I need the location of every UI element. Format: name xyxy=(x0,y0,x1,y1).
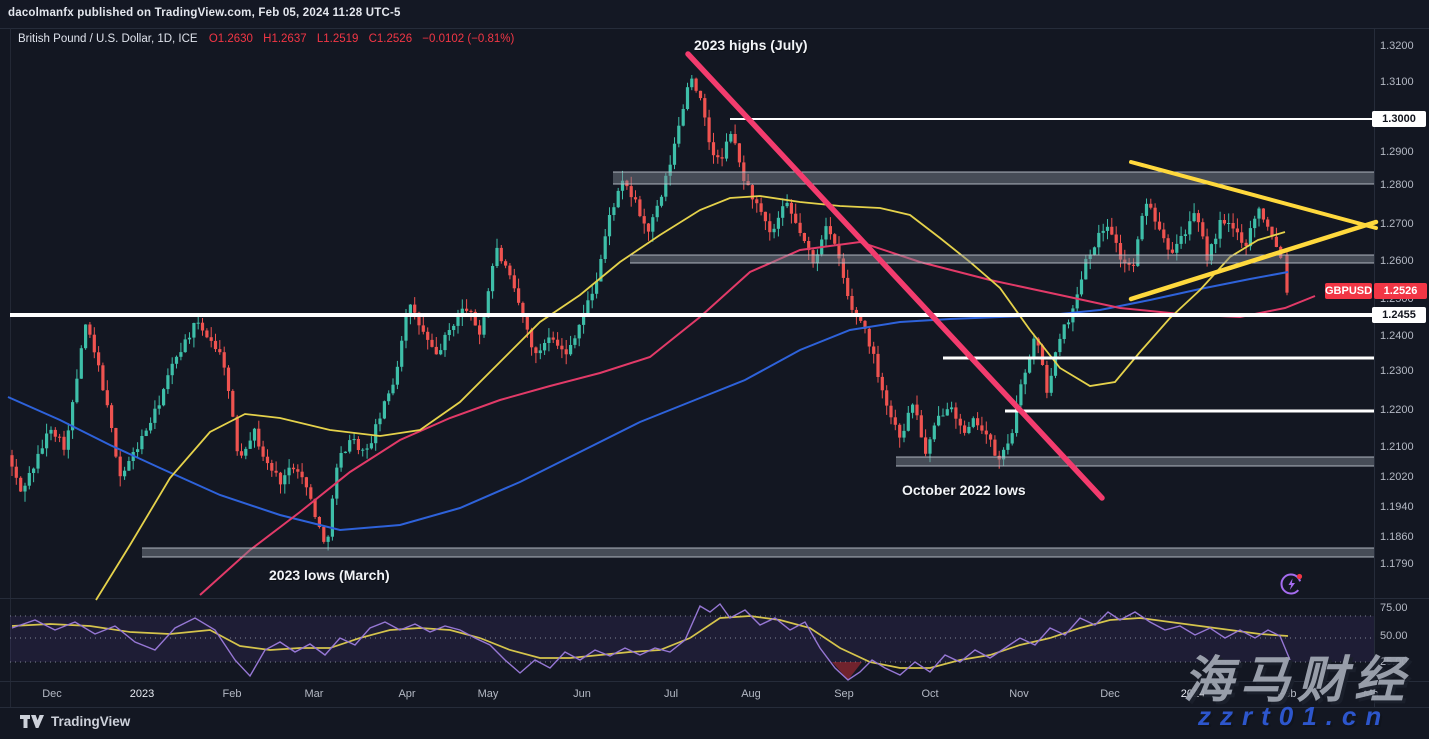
price-axis-label: 1.3200 xyxy=(1380,40,1414,52)
candlesticks[interactable] xyxy=(10,75,1289,551)
time-axis-label: Feb xyxy=(1277,688,1297,700)
chart-annotation: 2023 highs (July) xyxy=(694,37,808,53)
time-axis-label: Oct xyxy=(921,688,939,700)
time-axis-label: Apr xyxy=(398,688,416,700)
time-axis-label: Ma xyxy=(1363,688,1379,700)
chart-annotation: 2023 lows (March) xyxy=(269,567,390,583)
triangle-upper-line[interactable] xyxy=(1129,160,1378,230)
sr-zone[interactable] xyxy=(142,548,1374,557)
time-axis-label: Aug xyxy=(741,688,761,700)
ohlc-low: L1.2519 xyxy=(316,33,359,45)
time-axis-label: Dec xyxy=(1100,688,1120,700)
price-level-label: 1.3000 xyxy=(1372,111,1426,127)
published-bar: dacolmanfx published on TradingView.com,… xyxy=(0,0,1429,29)
footer-bar: TradingView xyxy=(0,708,1429,739)
ohlc-change: −0.0102 (−0.81%) xyxy=(422,33,515,45)
price-axis-label: 1.2900 xyxy=(1380,146,1414,158)
boost-idea-button[interactable] xyxy=(1278,569,1306,597)
price-axis-label: 1.1940 xyxy=(1380,501,1414,513)
time-axis-label: Mar xyxy=(304,688,324,700)
time-axis-label: 2024 xyxy=(1180,688,1206,700)
time-axis-label: 2023 xyxy=(129,688,155,700)
rsi-axis-label: 25.00 xyxy=(1380,656,1408,668)
rsi-oversold-fill xyxy=(832,662,862,680)
sr-zone[interactable] xyxy=(630,255,1374,263)
watermark-url: zzrt01.cn xyxy=(1198,701,1391,731)
price-axis-label: 1.2600 xyxy=(1380,255,1414,267)
price-axis-label: 1.1790 xyxy=(1380,558,1414,570)
last-price-badge-value: 1.2526 xyxy=(1374,283,1427,299)
rsi-pane-separator[interactable] xyxy=(0,598,1429,599)
price-axis-label: 1.3100 xyxy=(1380,76,1414,88)
sr-zone[interactable] xyxy=(896,457,1374,466)
symbol-title[interactable]: British Pound / U.S. Dollar, 1D, ICE xyxy=(18,33,198,45)
ohlc-high: H1.2637 xyxy=(263,33,307,45)
tradingview-logo-link[interactable]: TradingView xyxy=(20,714,130,729)
triangle-lower-line[interactable] xyxy=(1128,219,1379,302)
time-axis-label: May xyxy=(477,688,499,700)
time-axis-label: Feb xyxy=(222,688,242,700)
chart-annotation: October 2022 lows xyxy=(902,482,1026,498)
ohlc-open: O1.2630 xyxy=(208,33,253,45)
rsi-line xyxy=(11,602,1291,681)
published-bar-text: dacolmanfx published on TradingView.com,… xyxy=(8,7,401,19)
chart-left-border xyxy=(10,28,11,707)
price-axis-label: 1.2100 xyxy=(1380,441,1414,453)
footer-separator xyxy=(0,707,1429,708)
time-axis-label: Sep xyxy=(834,688,854,700)
downtrend-line[interactable] xyxy=(685,51,1105,501)
price-level-label: 1.2455 xyxy=(1372,307,1426,323)
price-axis-border xyxy=(1374,28,1375,707)
time-axis-label: Jul xyxy=(663,688,679,700)
symbol-legend: British Pound / U.S. Dollar, 1D, ICE O1.… xyxy=(18,33,521,45)
ohlc-close: C1.2526 xyxy=(368,33,413,45)
price-axis-label: 1.2300 xyxy=(1380,365,1414,377)
time-axis-label: Dec xyxy=(42,688,62,700)
price-axis-label: 1.2200 xyxy=(1380,404,1414,416)
price-axis-label: 1.1860 xyxy=(1380,531,1414,543)
last-price-badge-symbol: GBPUSD xyxy=(1325,283,1373,299)
watermark-cjk: 海马财经 xyxy=(1183,652,1411,708)
sr-zone[interactable] xyxy=(613,172,1374,184)
price-axis-label: 1.2700 xyxy=(1380,218,1414,230)
ma-crimson-line xyxy=(199,240,1316,596)
rsi-axis-label: 75.00 xyxy=(1380,602,1408,614)
tradingview-brand-text: TradingView xyxy=(51,714,131,729)
lightning-circle-icon xyxy=(1280,573,1303,595)
time-axis-label: Nov xyxy=(1009,688,1029,700)
price-axis-label: 1.2020 xyxy=(1380,471,1414,483)
ma-yellow-line xyxy=(95,195,1286,601)
rsi-axis-label: 50.00 xyxy=(1380,630,1408,642)
time-axis-separator xyxy=(0,681,1429,682)
ma-blue-line xyxy=(7,271,1289,532)
price-axis-label: 1.2400 xyxy=(1380,330,1414,342)
price-axis-label: 1.2800 xyxy=(1380,179,1414,191)
tradingview-logo-icon xyxy=(20,715,44,728)
time-axis-label: Jun xyxy=(573,688,591,700)
